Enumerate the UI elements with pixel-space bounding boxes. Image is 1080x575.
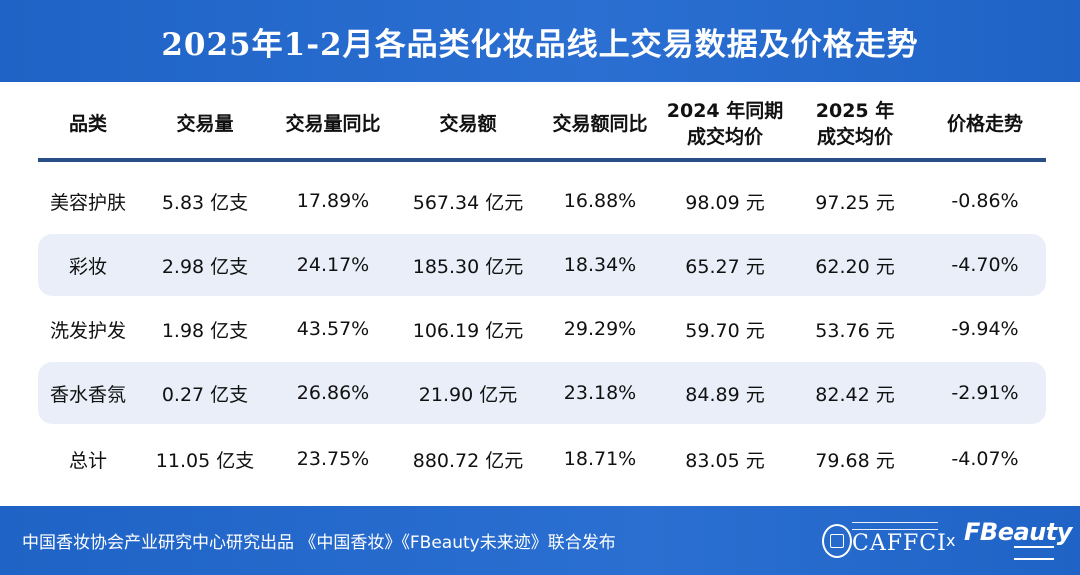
cell-2024-avg-price: 59.70 元 (685, 319, 765, 342)
footer-credit: 中国香妆协会产业研究中心研究出品 《中国香妆》《FBeauty未来迹》联合发布 (22, 533, 616, 553)
cell-2025-avg-price: 79.68 元 (815, 449, 895, 472)
table-row: 洗发护发 1.98 亿支 43.57% 106.19 亿元 29.29% 59.… (38, 298, 1046, 360)
cell-2024-avg-price: 98.09 元 (685, 191, 765, 214)
title-banner: 2025年1-2月各品类化妆品线上交易数据及价格走势 (0, 0, 1080, 82)
cell-amount-yoy: 18.34% (563, 254, 637, 276)
header-divider (38, 158, 1046, 162)
cell-volume-yoy: 23.75% (296, 448, 370, 470)
cell-volume: 0.27 亿支 (161, 383, 249, 406)
cell-category: 洗发护发 (49, 319, 126, 342)
cell-amount: 880.72 亿元 (412, 449, 524, 472)
cell-2024-avg-price: 83.05 元 (685, 449, 765, 472)
cell-amount: 567.34 亿元 (412, 191, 524, 214)
cell-amount-yoy: 29.29% (563, 318, 637, 340)
cell-2024-avg-price: 84.89 元 (685, 383, 765, 406)
cell-category: 香水香氛 (49, 383, 126, 406)
caffci-tagline (852, 522, 938, 530)
cell-amount-yoy: 23.18% (563, 382, 637, 404)
cell-volume: 1.98 亿支 (161, 319, 249, 342)
collab-x: x (946, 531, 956, 550)
cell-category: 总计 (68, 449, 107, 472)
cell-2025-avg-price: 62.20 元 (815, 255, 895, 278)
header-2024-avg-price: 2024 年同期 成交均价 (666, 100, 784, 148)
fbeauty-logo: FBeauty (964, 518, 1072, 564)
header-price-trend: 价格走势 (946, 113, 1023, 135)
page-title: 2025年1-2月各品类化妆品线上交易数据及价格走势 (161, 26, 919, 63)
cell-price-trend: -4.07% (951, 448, 1019, 470)
cell-2025-avg-price: 82.42 元 (815, 383, 895, 406)
header-amount: 交易额 (439, 113, 497, 135)
cell-amount-yoy: 16.88% (563, 190, 637, 212)
footer-banner: 中国香妆协会产业研究中心研究出品 《中国香妆》《FBeauty未来迹》联合发布 … (0, 506, 1080, 575)
table-header: 品类 交易量 交易量同比 交易额 交易额同比 2024 年同期 成交均价 202… (0, 90, 1080, 158)
seal-icon (822, 524, 852, 558)
cell-volume-yoy: 26.86% (296, 382, 370, 404)
cell-category: 彩妆 (68, 255, 107, 278)
table-row: 美容护肤 5.83 亿支 17.89% 567.34 亿元 16.88% 98.… (38, 170, 1046, 232)
table-row-total: 总计 11.05 亿支 23.75% 880.72 亿元 18.71% 83.0… (38, 428, 1046, 490)
header-volume-yoy: 交易量同比 (285, 113, 381, 135)
cell-volume: 2.98 亿支 (161, 255, 249, 278)
cell-volume-yoy: 43.57% (296, 318, 370, 340)
cell-price-trend: -2.91% (951, 382, 1019, 404)
fbeauty-tagline (1014, 546, 1054, 560)
cell-amount: 21.90 亿元 (418, 383, 518, 406)
cell-price-trend: -4.70% (951, 254, 1019, 276)
header-amount-yoy: 交易额同比 (552, 113, 648, 135)
cell-amount-yoy: 18.71% (563, 448, 637, 470)
cell-price-trend: -9.94% (951, 318, 1019, 340)
table-row: 彩妆 2.98 亿支 24.17% 185.30 亿元 18.34% 65.27… (38, 234, 1046, 296)
cell-volume-yoy: 17.89% (296, 190, 370, 212)
cell-2025-avg-price: 53.76 元 (815, 319, 895, 342)
cell-amount: 106.19 亿元 (412, 319, 524, 342)
fbeauty-logo-text: FBeauty (964, 518, 1072, 546)
header-volume: 交易量 (176, 113, 234, 135)
cell-price-trend: -0.86% (951, 190, 1019, 212)
cell-2025-avg-price: 97.25 元 (815, 191, 895, 214)
cell-2024-avg-price: 65.27 元 (685, 255, 765, 278)
cell-volume: 5.83 亿支 (161, 191, 249, 214)
caffci-logo-text: CAFFCI (852, 531, 947, 556)
table-row: 香水香氛 0.27 亿支 26.86% 21.90 亿元 23.18% 84.8… (38, 362, 1046, 424)
header-category: 品类 (68, 113, 107, 135)
cell-volume-yoy: 24.17% (296, 254, 370, 276)
cell-category: 美容护肤 (49, 191, 126, 214)
cell-volume: 11.05 亿支 (155, 449, 255, 472)
header-2025-avg-price: 2025 年 成交均价 (815, 100, 895, 148)
caffci-logo: CAFFCI (822, 520, 946, 562)
cell-amount: 185.30 亿元 (412, 255, 524, 278)
